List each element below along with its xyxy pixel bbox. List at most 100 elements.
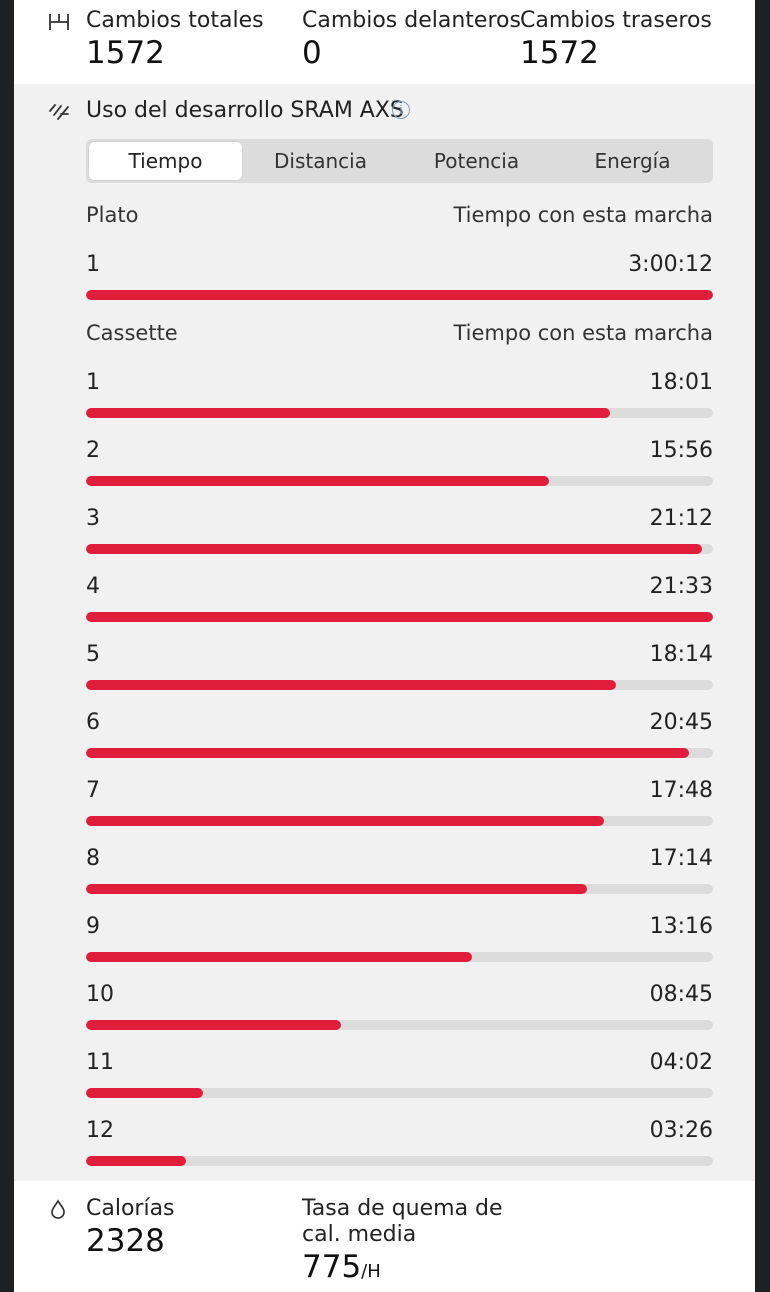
cassette-gear-time: 03:26 — [649, 1118, 713, 1143]
cassette-usage-track — [86, 408, 713, 418]
cassette-gear-number: 3 — [86, 506, 100, 531]
rear-shifts: Cambios traseros 1572 — [520, 8, 712, 71]
shifts-section: Cambios totales 1572 Cambios delanteros … — [14, 0, 755, 84]
chainring-gear-row: 1 3:00:12 — [86, 252, 713, 302]
chainring-header-label: Plato — [86, 203, 139, 227]
cassette-gear-time: 15:56 — [649, 438, 713, 463]
cassette-gear-row: 6 20:45 — [86, 710, 713, 760]
cassette-gear-row: 2 15:56 — [86, 438, 713, 488]
cassette-usage-track — [86, 952, 713, 962]
cassette-gear-time: 21:33 — [649, 574, 713, 599]
calories-section: Calorías 2328 Tasa de quema de cal. medi… — [14, 1181, 755, 1292]
cassette-usage-track — [86, 1088, 713, 1098]
cassette-gear-row: 12 03:26 — [86, 1118, 713, 1168]
calories: Calorías 2328 — [86, 1196, 175, 1259]
cassette-gear-number: 4 — [86, 574, 100, 599]
cassette-usage-bar — [86, 680, 616, 690]
cassette-usage-track — [86, 816, 713, 826]
cassette-usage-track — [86, 1020, 713, 1030]
cassette-gear-row: 8 17:14 — [86, 846, 713, 896]
chainring-gear-number: 1 — [86, 252, 100, 277]
sram-section-title: Uso del desarrollo SRAM AXS — [86, 98, 404, 123]
burn-rate: Tasa de quema de cal. media 775/H — [302, 1196, 503, 1290]
cassette-gear-row: 4 21:33 — [86, 574, 713, 624]
burn-rate-value: 775/H — [302, 1249, 503, 1290]
burn-rate-label-line2: cal. media — [302, 1222, 417, 1247]
cassette-usage-bar — [86, 748, 690, 758]
cassette-gear-row: 10 08:45 — [86, 982, 713, 1032]
cassette-usage-bar — [86, 1088, 204, 1098]
cassette-usage-bar — [86, 884, 587, 894]
cassette-usage-track — [86, 680, 713, 690]
metric-tabs: Tiempo Distancia Potencia Energía — [86, 139, 713, 183]
calories-label: Calorías — [86, 1196, 175, 1221]
cassette-usage-bar — [86, 408, 610, 418]
cassette-gear-time: 18:01 — [649, 370, 713, 395]
cassette-gear-number: 7 — [86, 778, 100, 803]
cassette-usage-track — [86, 612, 713, 622]
cassette-usage-track — [86, 884, 713, 894]
tab-distancia[interactable]: Distancia — [274, 149, 367, 173]
cassette-gear-time: 13:16 — [649, 914, 713, 939]
cassette-header: Cassette Tiempo con esta marcha — [86, 320, 713, 346]
cassette-usage-track — [86, 544, 713, 554]
cassette-gear-time: 21:12 — [649, 506, 713, 531]
cassette-gear-number: 6 — [86, 710, 100, 735]
cassette-gear-row: 9 13:16 — [86, 914, 713, 964]
tab-potencia[interactable]: Potencia — [433, 149, 520, 173]
cassette-gear-time: 08:45 — [649, 982, 713, 1007]
tab-tiempo[interactable]: Tiempo — [89, 142, 242, 180]
cassette-usage-track — [86, 1156, 713, 1166]
total-shifts-label: Cambios totales — [86, 8, 264, 33]
total-shifts-value: 1572 — [86, 35, 165, 71]
cassette-gear-number: 1 — [86, 370, 100, 395]
chainring-usage-track — [86, 290, 713, 300]
cassette-gear-number: 12 — [86, 1118, 114, 1143]
cassette-usage-bar — [86, 952, 472, 962]
front-shifts: Cambios delanteros 0 — [302, 8, 521, 71]
flame-icon — [50, 1199, 66, 1219]
cassette-gear-row: 5 18:14 — [86, 642, 713, 692]
chainring-usage-bar — [86, 290, 713, 300]
burn-rate-number: 775 — [302, 1249, 362, 1285]
cassette-gear-time: 17:48 — [649, 778, 713, 803]
front-shifts-value: 0 — [302, 35, 322, 71]
cassette-usage-track — [86, 476, 713, 486]
cassette-gear-time: 20:45 — [649, 710, 713, 735]
cassette-header-label: Cassette — [86, 321, 178, 345]
cassette-gear-number: 11 — [86, 1050, 114, 1075]
cassette-gear-time: 18:14 — [649, 642, 713, 667]
cassette-gear-row: 7 17:48 — [86, 778, 713, 828]
cassette-usage-bar — [86, 1020, 341, 1030]
cassette-usage-bar — [86, 612, 713, 622]
cassette-usage-bar — [86, 1156, 186, 1166]
cassette-gear-time: 17:14 — [649, 846, 713, 871]
cassette-usage-bar — [86, 544, 703, 554]
gear-shift-icon — [48, 12, 70, 32]
tab-energia[interactable]: Energía — [594, 149, 671, 173]
info-icon[interactable]: i — [392, 101, 410, 119]
cassette-gear-number: 10 — [86, 982, 114, 1007]
burn-rate-label-line1: Tasa de quema de — [302, 1196, 503, 1221]
cassette-gear-number: 5 — [86, 642, 100, 667]
cassette-gear-row: 11 04:02 — [86, 1050, 713, 1100]
cassette-gear-number: 2 — [86, 438, 100, 463]
burn-rate-unit: /H — [361, 1261, 381, 1282]
cassette-gear-number: 8 — [86, 846, 100, 871]
chainring-time-header: Tiempo con esta marcha — [453, 203, 714, 227]
calories-value: 2328 — [86, 1223, 165, 1259]
cassette-gear-row: 3 21:12 — [86, 506, 713, 556]
rear-shifts-value: 1572 — [520, 35, 599, 71]
drivetrain-icon — [48, 101, 70, 121]
cassette-gear-row: 1 18:01 — [86, 370, 713, 420]
ride-stats-panel: Cambios totales 1572 Cambios delanteros … — [14, 0, 755, 1292]
cassette-usage-track — [86, 748, 713, 758]
cassette-usage-bar — [86, 476, 550, 486]
front-shifts-label: Cambios delanteros — [302, 8, 521, 33]
rear-shifts-label: Cambios traseros — [520, 8, 712, 33]
cassette-gear-number: 9 — [86, 914, 100, 939]
total-shifts: Cambios totales 1572 — [86, 8, 264, 71]
cassette-time-header: Tiempo con esta marcha — [453, 321, 714, 345]
cassette-gear-time: 04:02 — [649, 1050, 713, 1075]
chainring-header: Plato Tiempo con esta marcha — [86, 202, 713, 228]
